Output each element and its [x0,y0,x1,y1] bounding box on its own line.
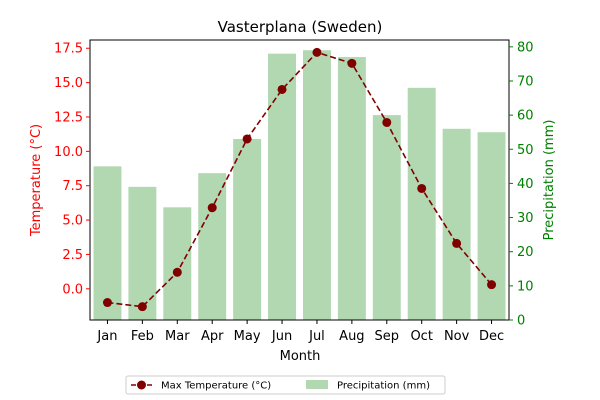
precipitation-bar-feb [128,186,157,320]
y-right-tick-label-8: 80 [517,40,534,55]
legend-precipitation-swatch [306,380,328,389]
precipitation-bar-may [233,139,262,320]
x-tick-label-jun: Jun [271,329,292,344]
x-tick-label-jan: Jan [96,329,117,344]
temperature-point-jun [277,84,287,94]
temperature-point-mar [172,267,182,277]
legend: Max Temperature (°C) Precipitation (mm) [125,375,446,395]
y-right-axis-label: Precipitation (mm) [542,120,557,241]
legend-box [125,375,446,395]
precipitation-bar-jan [93,166,122,320]
plot-frame [89,39,510,321]
precipitation-bar-nov [442,128,471,320]
y-right-tick-label-3: 30 [517,211,534,226]
legend-temperature-label: Max Temperature (°C) [161,381,271,392]
precipitation-bar-aug [337,57,366,320]
temperature-line [107,51,493,308]
y-right-tick-label-1: 10 [517,279,534,294]
temperature-point-may [242,134,252,144]
y-right-tick-label-7: 70 [517,74,534,89]
temperature-point-feb [137,302,147,312]
y-left-tick-label-1: 2.5 [62,248,83,263]
precipitation-bar-apr [198,173,227,320]
y-left-tick-label-4: 10.0 [54,145,83,160]
precipitation-bar-sep [372,115,401,320]
y-left-axis-label: Temperature (°C) [29,124,44,237]
x-tick-label-dec: Dec [479,329,504,344]
x-tick-label-aug: Aug [339,329,364,344]
x-tick-label-nov: Nov [444,329,470,344]
temperature-point-jan [102,298,112,308]
x-tick-label-sep: Sep [375,329,400,344]
temperature-point-oct [417,183,427,193]
temperature-point-sep [382,117,392,127]
y-right-tick-label-5: 50 [517,143,534,158]
y-left-tick-label-0: 0.0 [62,282,83,297]
precipitation-bar-dec [477,132,506,320]
temperature-point-apr [207,203,217,213]
precipitation-bar-jun [268,53,297,320]
x-tick-label-oct: Oct [410,329,432,344]
axes: Jan Feb Mar Apr May Jun Jul Aug Sep Oct Nov Dec 0.0 2… [54,39,534,344]
precipitation-bars [93,50,506,321]
legend-temperature-marker [137,380,146,390]
y-right-tick-label-0: 0 [517,314,525,329]
x-tick-label-may: May [234,329,261,344]
y-right-tick-label-2: 20 [517,245,534,260]
y-left-tick-label-6: 15.0 [54,76,83,91]
precipitation-bar-jul [302,50,331,321]
x-tick-label-jul: Jul [308,329,325,344]
y-left-tick-label-5: 12.5 [54,110,83,125]
legend-precipitation-label: Precipitation (mm) [337,381,430,392]
x-tick-label-apr: Apr [201,329,224,344]
y-right-tick-label-4: 40 [517,177,534,192]
temperature-point-nov [452,238,462,248]
y-left-tick-label-7: 17.5 [54,42,83,57]
y-right-tick-label-6: 60 [517,109,534,124]
temperature-line-layer [102,47,497,312]
precipitation-bar-mar [163,207,192,320]
temperature-point-aug [347,58,357,68]
temperature-point-dec [487,280,497,290]
y-left-tick-label-2: 5.0 [62,214,83,229]
x-axis-label: Month [280,349,321,364]
chart-title: Vasterplana (Sweden) [218,18,383,36]
temperature-point-jul [312,47,322,57]
x-tick-label-feb: Feb [131,329,154,344]
y-left-tick-label-3: 7.5 [62,179,83,194]
x-tick-label-mar: Mar [165,329,190,344]
